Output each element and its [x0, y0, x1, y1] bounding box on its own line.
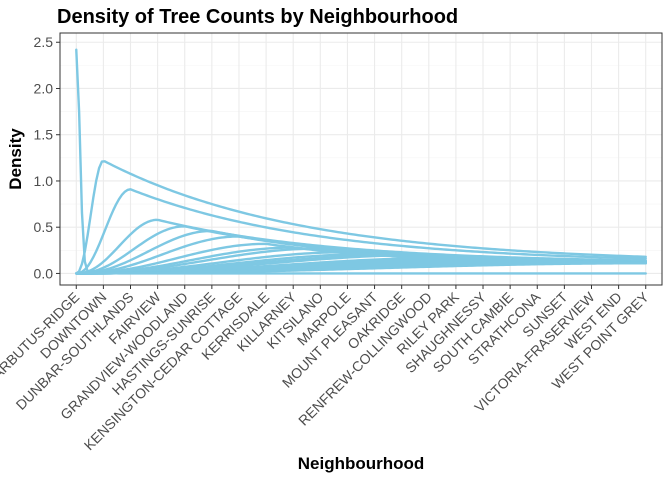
density-series-line — [75, 160, 647, 275]
plot-panel — [59, 32, 663, 286]
y-tick-label: 2.0 — [34, 80, 54, 96]
y-tick-label: 0.5 — [34, 219, 54, 235]
y-tick-label: 1.5 — [34, 127, 54, 143]
y-tick-label: 0.0 — [34, 265, 54, 281]
density-series-line — [75, 262, 647, 275]
density-lines — [75, 48, 647, 275]
x-axis-title: Neighbourhood — [298, 454, 425, 473]
y-tick-label: 2.5 — [34, 34, 54, 50]
x-axis: ARBUTUS-RIDGEDOWNTOWNDUNBAR-SOUTHLANDSFA… — [0, 285, 652, 453]
y-axis: 0.0 0.5 1.0 1.5 2.0 2.5 — [34, 34, 60, 281]
density-series-line — [75, 188, 647, 275]
grid — [60, 33, 662, 285]
y-axis-title: Density — [6, 128, 25, 190]
chart-title: Density of Tree Counts by Neighbourhood — [57, 6, 458, 28]
density-series-line — [75, 48, 647, 275]
y-tick-label: 1.0 — [34, 173, 54, 189]
